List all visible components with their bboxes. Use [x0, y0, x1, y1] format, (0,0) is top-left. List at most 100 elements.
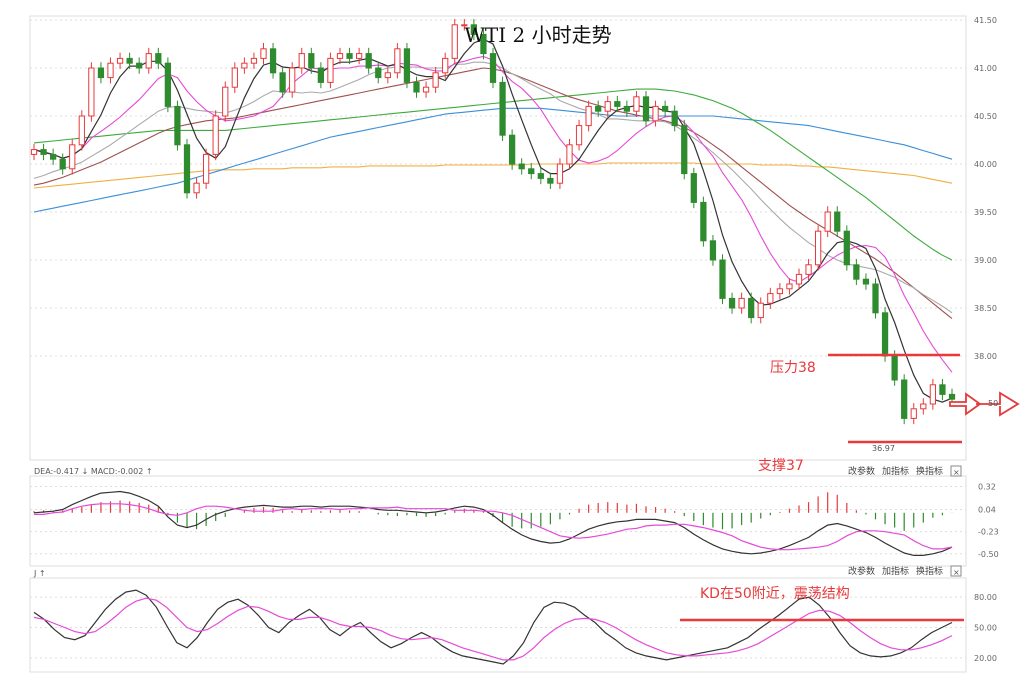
candle-body — [929, 384, 937, 405]
kdj-menu-params[interactable]: 改参数 — [848, 565, 875, 577]
candle-body — [384, 72, 391, 79]
kdj-close-button[interactable]: × — [950, 565, 962, 577]
macd-menu-add[interactable]: 加指标 — [882, 465, 909, 477]
candle-body — [88, 67, 95, 117]
candle-body — [566, 144, 573, 165]
price-tick-label: 40.00 — [974, 160, 997, 169]
candle-body — [518, 163, 525, 170]
macd-close-icon: × — [953, 468, 960, 477]
candle-body — [872, 283, 879, 314]
candle-body — [174, 105, 181, 146]
candle-body — [155, 53, 162, 64]
candle-body — [719, 259, 726, 299]
candle-body — [461, 24, 468, 27]
candle-body — [202, 153, 210, 184]
candle-body — [814, 230, 822, 266]
candle-body — [394, 48, 401, 74]
candle-body — [193, 182, 200, 194]
macd-line-dea — [34, 503, 953, 551]
low-price-label: 36.97 — [872, 444, 895, 453]
candle-body — [767, 293, 774, 304]
candle-body — [910, 408, 917, 419]
candle-body — [107, 62, 114, 79]
ma-line-ma60 — [33, 88, 953, 261]
candle-body — [776, 288, 784, 295]
candle-body — [40, 149, 47, 155]
candle-body — [585, 105, 592, 127]
candle-body — [652, 105, 659, 122]
kdj-header: J ↑ — [33, 569, 46, 578]
candle-body — [633, 96, 640, 112]
candle-body — [231, 67, 238, 88]
candle-body — [537, 173, 544, 179]
resistance-label: 压力38 — [770, 360, 816, 376]
candle-body — [738, 297, 745, 309]
kdj-menu-add[interactable]: 加指标 — [882, 565, 909, 577]
price-tick-label: 40.50 — [974, 112, 997, 121]
macd-header: DEA:-0.417 ↓ MACD:-0.002 ↑ — [34, 467, 153, 476]
candle-body — [853, 264, 860, 280]
candle-body — [920, 403, 927, 410]
candle-body — [939, 384, 946, 395]
candle-body — [805, 264, 812, 275]
price-axis-ticks: 41.50 41.00 40.50 40.00 39.50 39.00 38.50 38.00 — [974, 16, 997, 361]
macd-panel: DEA:-0.417 ↓ MACD:-0.002 ↑ 改参数 加指标 换指标 ×… — [29, 465, 999, 567]
candle-body — [575, 125, 583, 146]
macd-lines — [33, 490, 953, 556]
direction-arrow-icon — [949, 391, 1020, 417]
candlesticks — [30, 19, 956, 425]
candle-body — [661, 105, 669, 112]
candle-body — [413, 81, 420, 93]
candle-body — [786, 283, 793, 290]
candle-body — [700, 201, 707, 242]
candle-body — [289, 67, 296, 93]
candle-body — [183, 144, 191, 194]
candle-body — [145, 53, 152, 69]
candle-body — [164, 62, 172, 107]
macd-close-button[interactable]: × — [950, 465, 962, 477]
candle-body — [69, 144, 76, 170]
candle-body — [604, 101, 611, 112]
candle-body — [222, 86, 229, 117]
candle-body — [834, 211, 841, 232]
candle-body — [642, 96, 650, 122]
candle-body — [862, 278, 870, 285]
candle-body — [556, 163, 564, 184]
chart-title: WTI 2 小时走势 — [464, 23, 611, 47]
candle-body — [499, 81, 506, 136]
macd-menu-params[interactable]: 改参数 — [848, 465, 875, 477]
price-grid — [30, 19, 966, 357]
candle-body — [59, 158, 66, 170]
candle-body — [269, 48, 277, 74]
candle-body — [241, 62, 248, 69]
price-tick-label: 39.00 — [974, 256, 997, 265]
kdj-tick-label: 20.00 — [974, 654, 997, 663]
candle-body — [355, 53, 363, 59]
candle-body — [690, 173, 697, 203]
candle-body — [891, 355, 898, 381]
candle-body — [795, 273, 803, 285]
last-price-label: 50 — [988, 399, 998, 408]
candle-body — [126, 57, 133, 64]
candle-body — [260, 48, 267, 59]
candle-body — [49, 153, 57, 160]
candle-body — [308, 53, 315, 69]
candle-body — [881, 312, 889, 357]
candle-body — [212, 115, 219, 155]
candle-body — [279, 72, 286, 93]
macd-menu-switch[interactable]: 换指标 — [916, 465, 943, 477]
candle-body — [547, 177, 554, 184]
kdj-menu-switch[interactable]: 换指标 — [916, 565, 943, 577]
candle-body — [327, 57, 334, 83]
kd-note-label: KD在50附近，震荡结构 — [700, 586, 850, 602]
candle-body — [623, 105, 631, 112]
candle-body — [451, 24, 458, 59]
candle-body — [432, 72, 439, 88]
candle-body — [489, 53, 497, 83]
macd-tick-label: -0.23 — [978, 528, 999, 537]
candle-body — [470, 24, 478, 35]
price-tick-label: 39.50 — [974, 208, 997, 217]
candle-body — [843, 230, 850, 266]
price-panel: 41.50 41.00 40.50 40.00 39.50 39.00 38.50 38.00… — [29, 15, 1020, 461]
